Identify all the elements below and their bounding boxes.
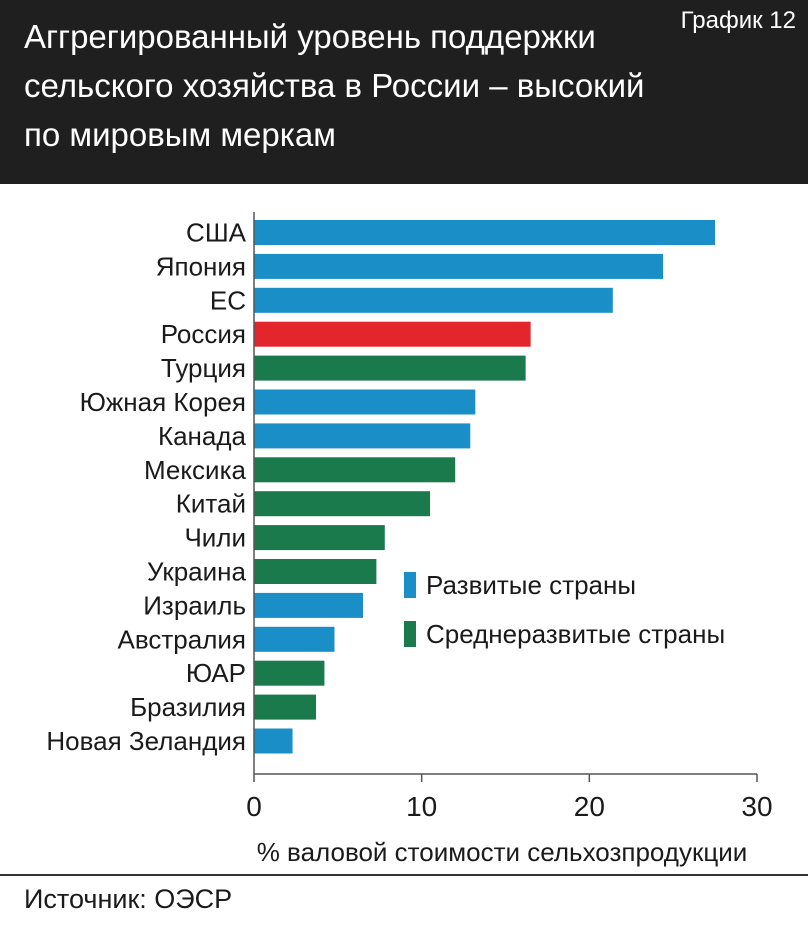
bar-13	[254, 660, 325, 686]
x-tick-label: 30	[741, 791, 772, 822]
chart-number-label: График 12	[680, 7, 796, 34]
legend-swatch-1	[404, 621, 416, 647]
bar-8	[254, 491, 431, 517]
bar-4	[254, 355, 526, 381]
category-label: Россия	[161, 319, 246, 349]
category-label: Китай	[176, 489, 246, 519]
legend-label: Среднеразвитые страны	[426, 619, 725, 649]
category-label: Чили	[184, 523, 246, 553]
category-label: Мексика	[144, 455, 247, 485]
x-tick-label: 10	[406, 791, 437, 822]
bar-9	[254, 525, 385, 551]
source-note: Источник: ОЭСР	[24, 884, 233, 914]
category-label: Япония	[156, 251, 246, 281]
bar-2	[254, 287, 613, 313]
category-label: США	[186, 218, 247, 248]
bar-15	[254, 728, 293, 754]
x-axis-label: % валовой стоимости сельхозпродукции	[257, 837, 748, 867]
bar-10	[254, 559, 377, 584]
category-label: Турция	[161, 353, 246, 383]
category-label: Украина	[147, 557, 247, 587]
category-label: Австралия	[118, 624, 246, 654]
bar-7	[254, 457, 456, 483]
x-tick-label: 20	[574, 791, 605, 822]
chart-header: Аггрегированный уровень поддержки сельск…	[0, 0, 808, 184]
bar-5	[254, 389, 476, 415]
category-label: Израиль	[143, 590, 246, 620]
category-label: ЕС	[210, 285, 246, 315]
category-label: Новая Зеландия	[46, 726, 246, 756]
category-label: Канада	[158, 421, 247, 451]
bar-6	[254, 423, 471, 449]
category-label: Южная Корея	[80, 387, 246, 417]
bar-14	[254, 694, 317, 720]
x-tick-label: 0	[246, 791, 262, 822]
category-label: ЮАР	[186, 658, 246, 688]
bar-1	[254, 253, 664, 279]
chart-title: Аггрегированный уровень поддержки сельск…	[24, 18, 645, 153]
source-divider	[0, 874, 808, 876]
bar-12	[254, 626, 335, 652]
bar-3	[254, 321, 531, 347]
bar-0	[254, 220, 716, 245]
bar-11	[254, 592, 363, 618]
category-label: Бразилия	[130, 692, 246, 722]
legend-swatch-0	[404, 572, 416, 598]
legend-label: Развитые страны	[426, 570, 636, 600]
